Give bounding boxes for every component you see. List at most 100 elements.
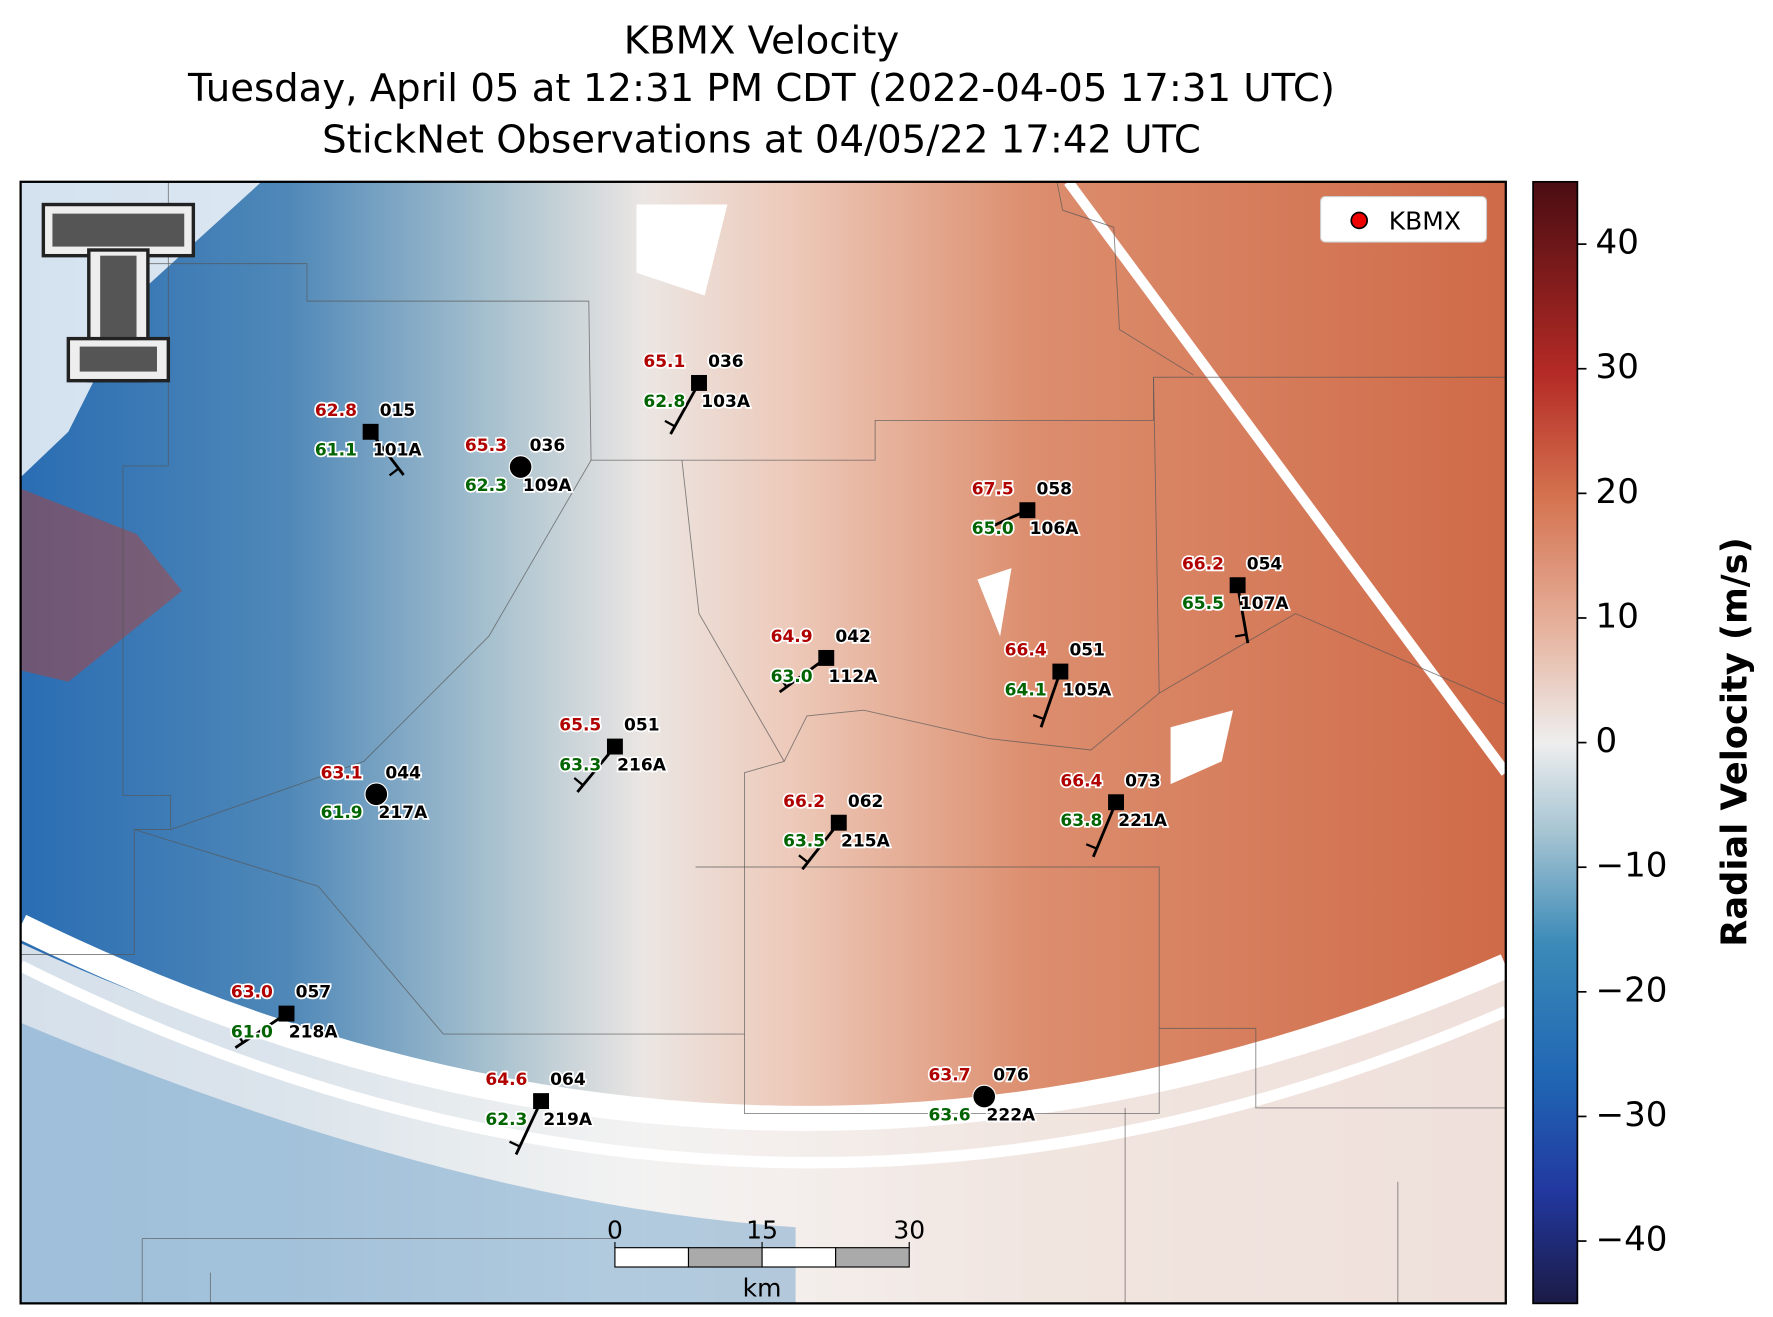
station-marker [1229,577,1246,594]
temperature: 66.4 [1060,771,1102,791]
station-code: 036 [708,352,744,372]
station-id: 112A [829,667,879,687]
colorbar-tick-label: −30 [1596,1095,1668,1135]
stations: 62.8 015 61.1 101A 65.3 036 62.3 109A 65.1 036 62.… [229,350,1291,1156]
temperature: 64.9 [771,627,813,647]
temperature: 66.4 [1005,641,1047,661]
wind-barb-tick [779,677,788,688]
station-id: 107A [1240,594,1290,614]
scale-tick-label: 15 [746,1216,778,1245]
station-code: 073 [1125,771,1161,791]
dewpoint: 62.3 [485,1110,527,1130]
colorbar-tick-label: 0 [1596,721,1618,761]
station-id: 217A [379,803,429,823]
station-marker [1108,794,1124,811]
station-id: 216A [617,755,667,775]
station-id: 103A [701,392,751,412]
station-id: 106A [1030,519,1080,539]
temperature: 66.2 [783,792,825,812]
dewpoint: 62.3 [465,476,507,496]
station-code: 015 [380,401,416,421]
station-id: 222A [986,1105,1036,1125]
station-code: 051 [1069,641,1105,661]
legend-marker [1350,211,1369,230]
title-line: KBMX Velocity [624,18,899,63]
station-marker [364,782,389,807]
station-code: 051 [624,716,660,736]
dewpoint: 61.0 [231,1022,273,1042]
temperature: 65.5 [559,716,601,736]
radar-map [20,181,1506,1304]
station: 67.5 058 65.0 106A [970,478,1081,541]
colorbar-tick-label: −10 [1596,846,1668,886]
colorbar-tick-label: −40 [1596,1220,1668,1260]
station-id: 219A [543,1110,593,1130]
station-code: 036 [530,436,566,456]
temperature: 63.7 [929,1066,971,1086]
dewpoint: 65.5 [1182,594,1224,614]
colorbar-label: Radial Velocity (m/s) [1714,537,1755,946]
station-id: 215A [841,832,891,852]
station-marker [278,1005,295,1022]
station-code: 064 [550,1070,586,1090]
wind-barb-tick [1032,714,1045,720]
station: 65.1 036 62.8 103A [642,350,753,435]
station-code: 057 [296,983,332,1003]
legend-label: KBMX [1389,207,1461,236]
station: 63.1 044 61.9 217A [319,762,430,825]
station-marker [818,649,835,666]
temperature: 65.3 [465,436,507,456]
scale-segment [835,1247,910,1268]
station-code: 076 [993,1066,1029,1086]
legend: KBMX [1320,196,1488,243]
temperature: 62.8 [315,401,357,421]
wind-barb [669,382,701,435]
dewpoint: 63.6 [929,1105,971,1125]
wind-barb [514,1100,543,1156]
station-marker [1052,663,1069,680]
station-id: 109A [523,476,573,496]
station-code: 042 [835,627,871,647]
station: 66.4 051 64.1 105A [1003,639,1114,728]
station-marker [362,423,379,440]
temperature: 65.1 [643,352,685,372]
station-marker [830,814,847,831]
station: 63.7 076 63.6 222A [927,1064,1038,1127]
station: 64.6 064 62.3 219A [484,1068,595,1156]
station-marker [1019,502,1036,519]
wind-barb [1039,671,1062,728]
dewpoint: 65.0 [972,519,1014,539]
station: 62.8 015 61.1 101A [313,399,424,477]
scale-tick-label: 0 [607,1216,623,1245]
station-id: 105A [1063,680,1113,700]
station-marker [533,1093,550,1110]
station-marker [691,374,707,391]
wind-barb-tick [509,1140,521,1148]
dewpoint: 64.1 [1005,680,1047,700]
temperature: 63.1 [321,763,363,783]
colorbar [1532,180,1579,1305]
temperature: 66.2 [1182,554,1224,574]
wind-barb-tick [1085,843,1098,850]
station-id: 221A [1118,811,1168,831]
colorbar-tick-label: 30 [1596,347,1639,387]
scale-segment [614,1247,690,1268]
station-code: 062 [848,792,884,812]
title-line: Tuesday, April 05 at 12:31 PM CDT (2022-… [187,66,1335,111]
station-marker [606,738,623,755]
dewpoint: 63.8 [1060,811,1102,831]
legend-box [1320,196,1488,243]
dewpoint: 61.9 [321,803,363,823]
station-marker [972,1084,997,1109]
dewpoint: 63.3 [559,755,601,775]
scale-bar: 0 15 30 km [607,1216,925,1303]
wind-barb-tick [664,419,676,428]
temperature: 63.0 [231,983,273,1003]
wind-barb-tick [573,777,584,787]
station: 66.2 062 63.5 215A [781,790,892,871]
wind-barb-tick [235,1032,245,1044]
dewpoint: 61.1 [315,441,357,461]
title-line: StickNet Observations at 04/05/22 17:42 … [322,117,1201,162]
colorbar-tick-label: 10 [1596,596,1639,636]
station: 66.4 073 63.8 221A [1059,770,1170,858]
